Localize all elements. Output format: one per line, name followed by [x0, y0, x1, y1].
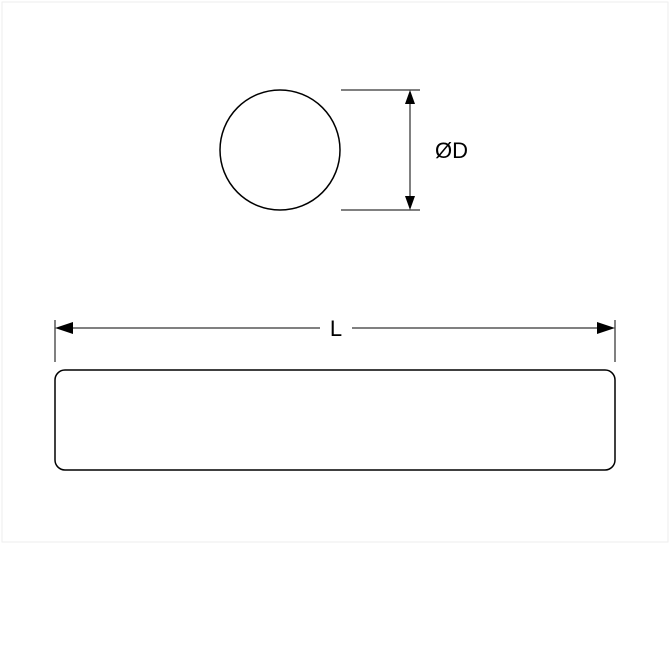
diameter-arrow-top — [405, 90, 415, 104]
bar-shape — [55, 370, 615, 470]
length-arrow-right — [597, 322, 615, 334]
length-label: L — [330, 316, 342, 341]
length-arrow-left — [55, 322, 73, 334]
outer-border — [2, 2, 668, 542]
diameter-label: ØD — [435, 138, 468, 163]
technical-drawing: ØD L — [0, 0, 670, 670]
diameter-arrow-bottom — [405, 196, 415, 210]
circle-shape — [220, 90, 340, 210]
